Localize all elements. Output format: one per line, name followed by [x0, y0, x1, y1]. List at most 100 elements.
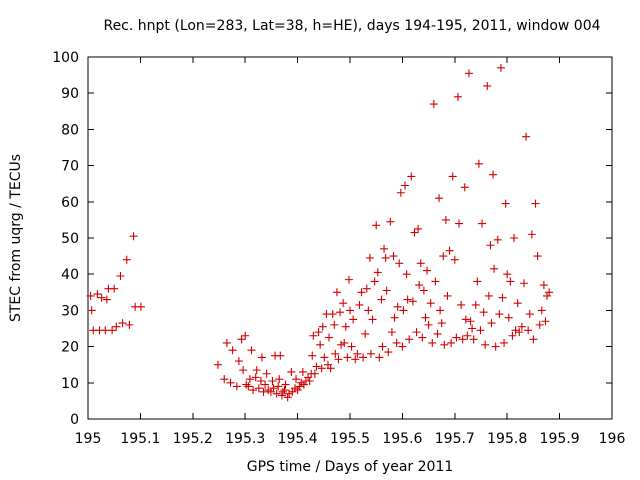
data-point: [328, 310, 337, 319]
data-point: [401, 181, 410, 190]
data-point: [110, 284, 119, 293]
data-point: [257, 353, 266, 362]
data-point: [331, 349, 340, 358]
data-point: [318, 322, 327, 331]
x-tick-label: 195.3: [225, 431, 265, 447]
x-axis: 195 195.1 195.2 195.3 195.4 195.5 195.6 195.7 19…: [75, 57, 625, 447]
data-point: [386, 217, 395, 226]
y-tick-label: 20: [61, 340, 79, 356]
y-axis: 0 10 20 30 40 50 60 70 80 90 100: [52, 50, 612, 428]
data-point: [447, 338, 456, 347]
x-tick-label: 195.2: [173, 431, 213, 447]
data-point: [436, 306, 445, 315]
data-point: [330, 320, 339, 329]
data-point: [353, 349, 362, 358]
data-point: [452, 333, 461, 342]
data-point: [381, 253, 390, 262]
data-point: [448, 172, 457, 181]
data-point: [474, 159, 483, 168]
data-point: [524, 326, 533, 335]
data-point: [503, 270, 512, 279]
data-point: [361, 329, 370, 338]
data-point: [398, 342, 407, 351]
data-point: [498, 293, 507, 302]
data-point: [527, 230, 536, 239]
data-point: [308, 351, 317, 360]
data-point: [277, 391, 286, 400]
data-point: [295, 382, 304, 391]
data-point: [539, 281, 548, 290]
data-point: [535, 320, 544, 329]
data-point: [101, 326, 110, 335]
data-point: [351, 355, 360, 364]
data-point: [346, 306, 354, 315]
plot-frame: [87, 56, 613, 420]
data-point: [453, 92, 462, 101]
data-point: [234, 357, 243, 366]
x-tick-label: 195.9: [540, 431, 580, 447]
y-tick-label: 50: [61, 231, 79, 247]
data-point: [441, 215, 450, 224]
data-point: [395, 259, 404, 268]
y-tick-label: 90: [61, 86, 79, 102]
chart-title: Rec. hnpt (Lon=283, Lat=38, h=HE), days …: [103, 18, 600, 34]
data-point: [460, 183, 469, 192]
x-tick-label: 195.1: [120, 431, 160, 447]
data-point: [102, 295, 111, 304]
data-point: [461, 315, 470, 324]
data-point: [373, 268, 382, 277]
data-point: [533, 252, 542, 261]
data-point: [501, 199, 510, 208]
data-point: [359, 353, 368, 362]
data-point: [349, 315, 358, 324]
data-point: [129, 232, 138, 241]
data-point: [343, 353, 352, 362]
data-point: [414, 224, 423, 233]
data-point: [136, 302, 145, 311]
y-tick-label: 40: [61, 267, 79, 283]
data-point: [275, 375, 284, 384]
data-point: [269, 384, 278, 393]
x-tick-label: 195: [75, 431, 102, 447]
data-point: [116, 272, 125, 281]
data-point: [272, 389, 281, 398]
data-point: [245, 375, 254, 384]
data-point: [281, 380, 290, 389]
data-point: [362, 284, 371, 293]
data-point: [481, 340, 490, 349]
data-point: [372, 221, 381, 230]
data-point: [278, 387, 287, 396]
data-point: [364, 306, 373, 315]
data-point: [222, 338, 231, 347]
data-point: [317, 364, 326, 373]
data-point: [423, 266, 432, 275]
data-point: [543, 291, 552, 300]
data-point: [515, 328, 524, 337]
data-point: [476, 326, 485, 335]
data-point: [339, 299, 348, 308]
data-point: [545, 288, 554, 297]
data-point: [93, 290, 102, 299]
data-point: [495, 310, 504, 319]
x-tick-label: 195.5: [330, 431, 370, 447]
data-point: [357, 288, 366, 297]
data-point: [122, 255, 131, 264]
data-point: [108, 326, 117, 335]
data-point: [293, 386, 302, 395]
data-point: [418, 333, 427, 342]
y-axis-label: STEC from uqrg / TECUs: [8, 154, 24, 322]
data-point: [443, 291, 452, 300]
data-point: [390, 313, 399, 322]
data-point: [254, 384, 263, 393]
data-point: [491, 342, 500, 351]
data-point: [366, 349, 375, 358]
data-point: [490, 264, 499, 273]
data-point: [419, 286, 428, 295]
data-point: [326, 364, 335, 373]
x-tick-label: 195.8: [487, 431, 527, 447]
data-point: [87, 306, 96, 315]
data-point: [242, 380, 251, 389]
data-point: [471, 300, 480, 309]
data-point: [506, 277, 515, 286]
